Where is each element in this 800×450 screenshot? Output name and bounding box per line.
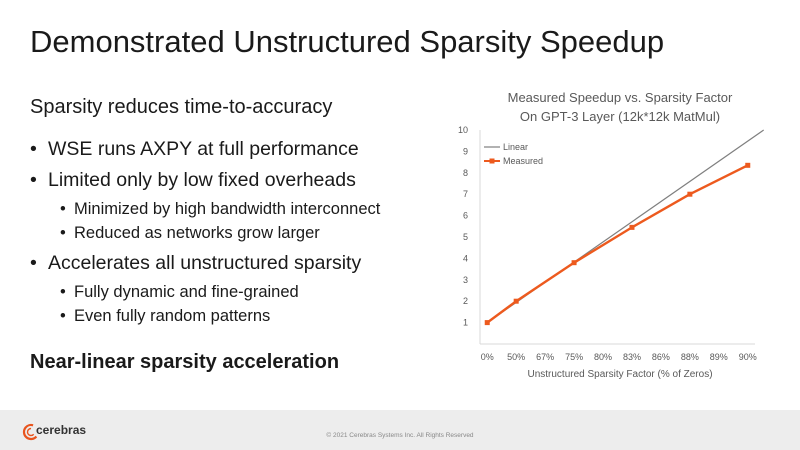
speedup-chart: Measured Speedup vs. Sparsity Factor On G… — [458, 90, 765, 380]
sub-bullet-item: • Fully dynamic and fine-grained — [30, 282, 380, 306]
y-tick-label: 1 — [463, 318, 468, 328]
x-tick-label: 0% — [481, 352, 494, 362]
slide-subtitle: Sparsity reduces time-to-accuracy — [30, 96, 333, 118]
y-tick-label: 5 — [463, 232, 468, 242]
x-tick-label: 50% — [507, 352, 525, 362]
x-tick-label: 86% — [652, 352, 670, 362]
bullet-list: • WSE runs AXPY at full performance • Limi… — [30, 137, 380, 330]
y-tick-label: 9 — [463, 146, 468, 156]
x-axis-label: Unstructured Sparsity Factor (% of Zeros… — [527, 369, 712, 380]
bullet-dot: • — [60, 224, 66, 242]
bullet-dot: • — [30, 252, 37, 274]
data-point-measured — [571, 260, 577, 266]
x-tick-label: 75% — [565, 352, 583, 362]
cerebras-logo-icon — [22, 423, 40, 441]
bullet-dot: • — [60, 283, 66, 301]
x-tick-label: 89% — [710, 352, 728, 362]
sub-bullet-text: Even fully random patterns — [74, 307, 271, 325]
y-tick-label: 10 — [458, 125, 468, 135]
y-tick-label: 6 — [463, 211, 468, 221]
footer-bar: cerebras © 2021 Cerebras Systems Inc. Al… — [0, 410, 800, 450]
series-line-measured — [486, 164, 749, 324]
chart-subtitle: On GPT-3 Layer (12k*12k MatMul) — [520, 109, 720, 124]
data-point-measured — [745, 162, 751, 168]
data-point-measured — [513, 298, 519, 304]
data-point-measured — [629, 224, 635, 230]
sub-bullet-item: • Even fully random patterns — [30, 306, 380, 330]
y-tick-label: 4 — [463, 253, 468, 263]
data-point-measured — [484, 320, 490, 326]
y-tick-label: 7 — [463, 189, 468, 199]
sub-bullet-text: Fully dynamic and fine-grained — [74, 283, 299, 301]
bullet-text: Accelerates all unstructured sparsity — [48, 252, 362, 274]
bullet-item: • Limited only by low fixed overheads — [30, 168, 380, 199]
bullet-item: • Accelerates all unstructured sparsity — [30, 251, 380, 282]
conclusion-text: Near-linear sparsity acceleration — [30, 351, 340, 373]
brand-wordmark: cerebras — [36, 423, 87, 437]
bullet-dot: • — [60, 307, 66, 325]
legend-label-measured: Measured — [503, 156, 543, 166]
bullet-item: • WSE runs AXPY at full performance — [30, 137, 380, 168]
sub-bullet-text: Reduced as networks grow larger — [74, 224, 320, 242]
chart-title: Measured Speedup vs. Sparsity Factor — [508, 90, 733, 105]
bullet-dot: • — [30, 138, 37, 160]
y-tick-label: 8 — [463, 168, 468, 178]
copyright-text: © 2021 Cerebras Systems Inc. All Rights … — [326, 432, 474, 439]
x-tick-label: 90% — [739, 352, 757, 362]
x-tick-label: 83% — [623, 352, 641, 362]
x-tick-label: 80% — [594, 352, 612, 362]
data-point-measured — [687, 191, 693, 197]
slide-title: Demonstrated Unstructured Sparsity Speed… — [30, 24, 665, 59]
y-tick-label: 3 — [463, 275, 468, 285]
bullet-text: WSE runs AXPY at full performance — [48, 138, 359, 160]
sub-bullet-text: Minimized by high bandwidth interconnect — [74, 200, 381, 218]
bullet-dot: • — [60, 200, 66, 218]
bullet-text: Limited only by low fixed overheads — [48, 169, 356, 191]
legend-marker-measured — [489, 158, 495, 164]
x-tick-label: 67% — [536, 352, 554, 362]
legend-label-linear: Linear — [503, 142, 528, 152]
sub-bullet-item: • Minimized by high bandwidth interconnec… — [30, 199, 380, 223]
x-tick-label: 88% — [681, 352, 699, 362]
bullet-dot: • — [30, 169, 37, 191]
y-tick-label: 2 — [463, 296, 468, 306]
sub-bullet-item: • Reduced as networks grow larger — [30, 223, 380, 247]
